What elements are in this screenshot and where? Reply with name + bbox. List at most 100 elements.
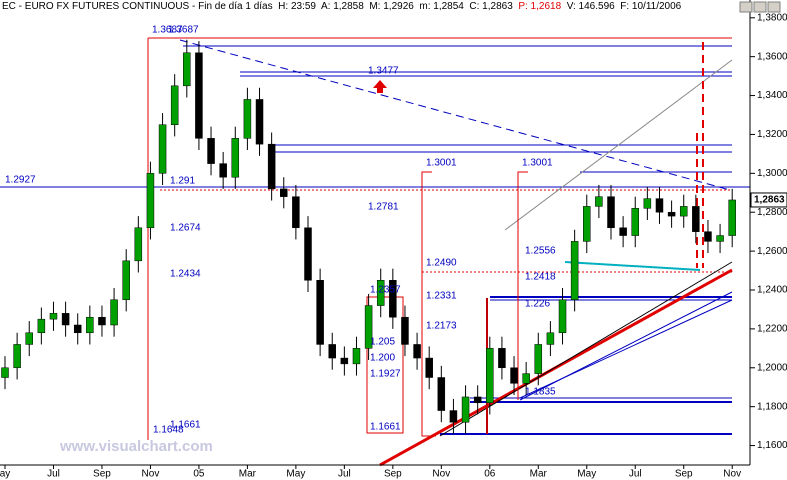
y-tick-label: 1,2400 (757, 285, 787, 296)
price-annotation: 1.2331 (426, 291, 457, 302)
candle-body (716, 235, 724, 242)
x-tick-label: 06 (484, 469, 496, 480)
candle-body (61, 313, 70, 326)
x-tick-label: Nov (432, 469, 450, 480)
y-tick-label: 1,1600 (757, 440, 787, 451)
x-tick-label: May (577, 469, 596, 480)
x-tick-label: Nov (723, 469, 741, 480)
candle-body (364, 305, 373, 349)
price-annotation: 1.2781 (368, 202, 399, 213)
x-tick-label: Nov (142, 469, 160, 480)
candle-body (328, 344, 336, 359)
candle-body (73, 324, 82, 334)
candle-body (461, 396, 470, 423)
price-annotation: 1.1927 (370, 369, 401, 380)
y-tick-label: 1,3400 (757, 90, 787, 101)
candle-body (425, 357, 433, 378)
x-tick-label: May (286, 469, 305, 480)
candle-body (231, 138, 240, 178)
candle-body (49, 313, 58, 320)
candle-body (243, 99, 252, 139)
price-annotation: 1.3687 (168, 25, 199, 36)
candle-body (486, 348, 494, 404)
candle-body (292, 196, 300, 229)
header-alert: P: 1,2618 (518, 1, 562, 12)
candle-body (692, 206, 700, 232)
candle-body (195, 52, 203, 139)
x-tick-label: 05 (193, 469, 205, 480)
price-annotation: 1.2173 (426, 321, 457, 332)
price-annotation: 1.226 (525, 299, 550, 310)
candle-body (255, 99, 264, 145)
candle-body (570, 241, 579, 300)
y-tick-label: 1,3600 (757, 51, 787, 62)
x-tick-label: Mar (239, 469, 257, 480)
candle-body (316, 280, 324, 345)
candle-body (340, 357, 349, 365)
price-annotation: 1.3001 (522, 158, 553, 169)
candle-body (110, 299, 118, 326)
candle-body (158, 124, 167, 174)
x-tick-label: Sep (384, 469, 402, 480)
candle-body (280, 188, 288, 197)
price-annotation: 1.1835 (525, 387, 556, 398)
candle-body (304, 227, 312, 281)
candle-body (583, 206, 591, 242)
candle-body (413, 344, 421, 359)
candle-body (595, 196, 603, 207)
candle-body (86, 316, 94, 334)
price-annotation: 1.1648 (153, 425, 184, 436)
y-tick-label: 1,2000 (757, 362, 787, 373)
price-annotation: 1.3477 (368, 66, 399, 77)
candle-body (146, 173, 155, 229)
candle-body (170, 85, 179, 125)
minimize-button[interactable] (739, 1, 753, 13)
y-tick-label: 1,2600 (757, 246, 787, 257)
candle-body (655, 198, 664, 213)
maximize-button[interactable] (753, 1, 767, 13)
candle-body (631, 208, 639, 236)
header: EC - EURO FX FUTURES CONTINUOUS - Fin de… (2, 1, 681, 12)
candle-body (37, 318, 46, 334)
candle-body (546, 332, 555, 345)
candle-body (607, 196, 615, 229)
price-annotation: 1.291 (170, 176, 195, 187)
y-tick-label: 1,3200 (757, 129, 787, 140)
price-annotation: 1.1661 (370, 422, 401, 433)
candle-body (449, 410, 458, 423)
candle-body (437, 377, 446, 411)
candle-body (267, 143, 276, 190)
candle-body (679, 206, 688, 217)
y-tick-label: 1,3000 (757, 168, 787, 179)
candle-body (558, 299, 567, 334)
close-button[interactable] (767, 1, 781, 13)
candle-body (534, 344, 543, 374)
candle-body (643, 198, 652, 209)
candle-body (1, 367, 9, 378)
price-annotation: 1.2927 (5, 175, 36, 186)
candle-body (401, 316, 409, 345)
header-end: V: 146.596 F: 10/11/2006 (566, 1, 682, 12)
price-annotation: 1.1661 (170, 420, 201, 431)
candle-body (352, 348, 361, 365)
price-annotation: 1.3001 (426, 158, 457, 169)
candle-body (728, 199, 736, 236)
price-annotation: 1.2434 (170, 269, 201, 280)
price-annotation: 1.200 (370, 353, 395, 364)
watermark: www.visualchart.com (59, 438, 213, 455)
price-annotation: 1.2357 (370, 285, 401, 296)
y-tick-label: 1,3800 (757, 12, 787, 23)
candle-body (389, 280, 397, 318)
x-tick-label: Jul (338, 469, 351, 480)
candle-body (667, 211, 676, 217)
candle-body (619, 227, 627, 236)
candle-body (25, 332, 33, 345)
window-buttons (739, 1, 781, 13)
candle-body (510, 367, 518, 384)
last-price-label: 1,2863 (754, 195, 785, 206)
x-tick-label: Jul (629, 469, 642, 480)
candle-body (219, 163, 227, 178)
candle-body (498, 348, 506, 369)
